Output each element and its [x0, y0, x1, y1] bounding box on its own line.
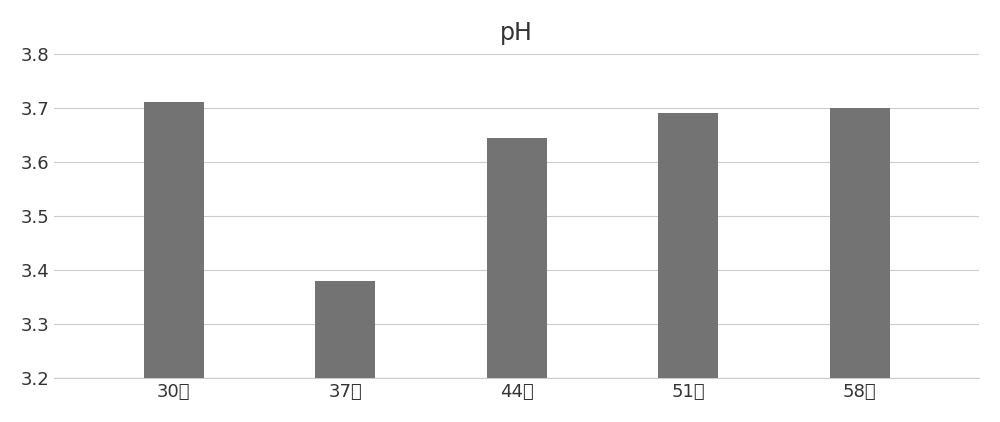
Title: pH: pH: [500, 21, 533, 45]
Bar: [315, 281, 375, 422]
Bar: [144, 103, 204, 422]
Bar: [487, 138, 547, 422]
Bar: [830, 108, 890, 422]
Bar: [658, 113, 718, 422]
